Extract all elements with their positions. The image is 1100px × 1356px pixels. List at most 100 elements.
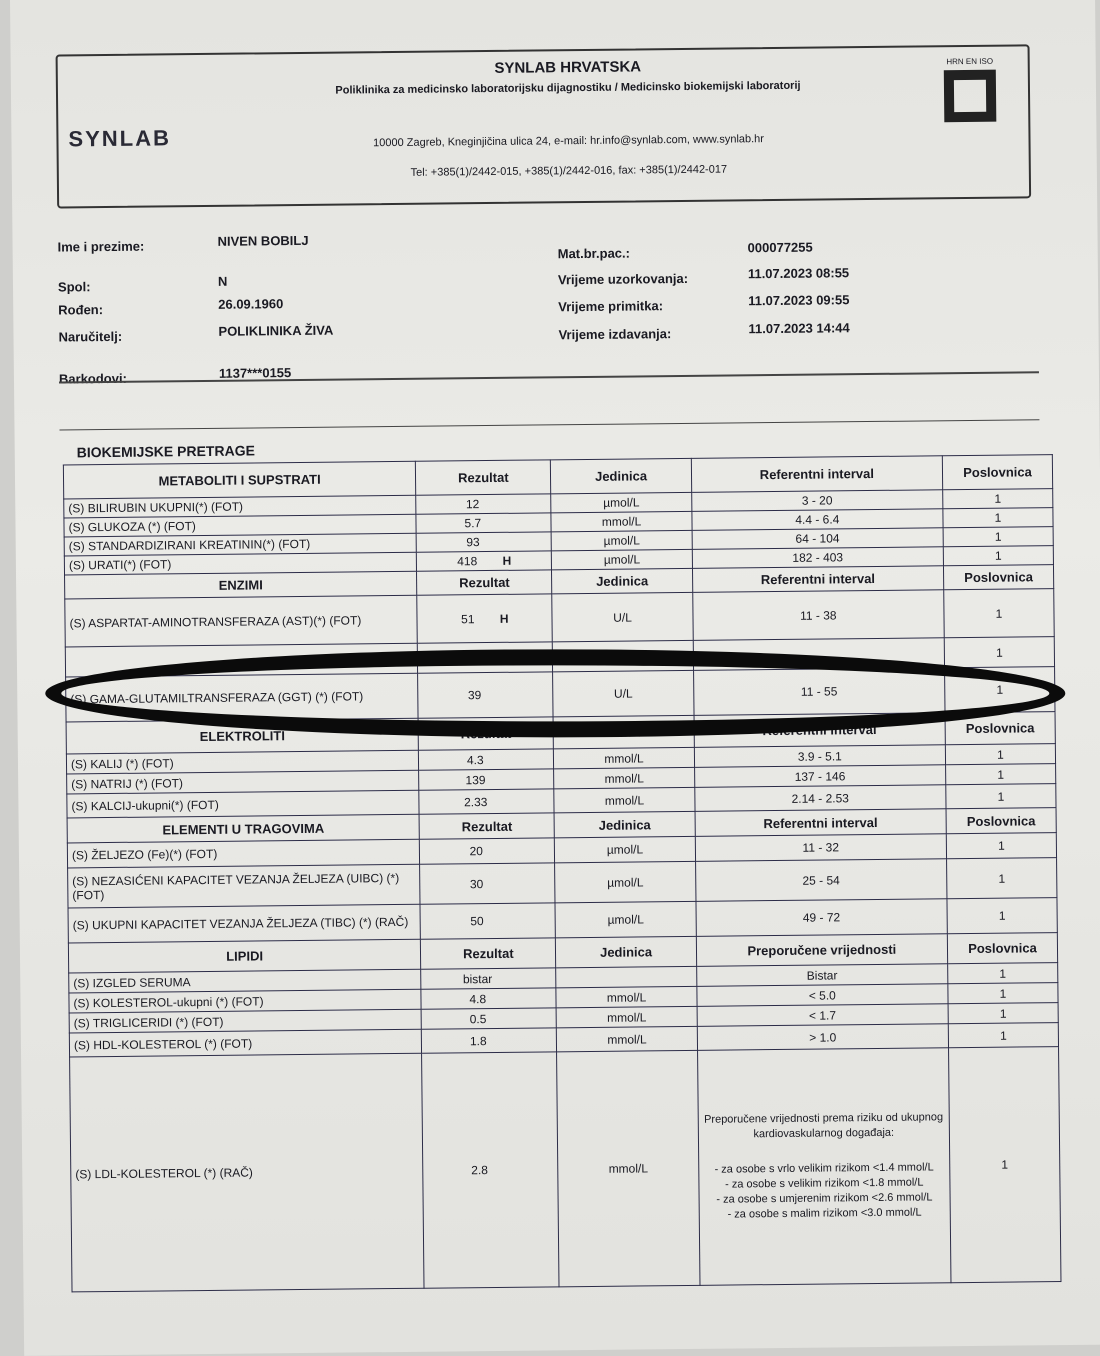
sample-field-label: Mat.br.pac.: — [557, 245, 631, 262]
branch-number: 1 — [948, 1046, 1061, 1283]
result-number: 4.8 — [469, 991, 487, 1006]
results-table: METABOLITI I SUPSTRATI Rezultat Jedinica Re… — [63, 454, 1062, 1292]
result-number: 418 — [457, 554, 478, 569]
patient-field-value: N — [217, 273, 228, 289]
column-header: Poslovnica — [945, 807, 1057, 834]
patient-field-value: NIVEN BOBILJ — [217, 232, 309, 249]
column-header: Jedinica — [551, 568, 693, 594]
column-header: Rezultat — [415, 459, 552, 496]
unit: mmol/L — [553, 747, 695, 769]
result-value: 1.8 — [421, 1027, 557, 1054]
result-value: 12 — [415, 493, 552, 515]
sample-field-value: 000077255 — [747, 239, 813, 256]
section-name: ENZIMI — [64, 571, 417, 599]
accreditation-badge: HRN EN ISO — [930, 57, 1011, 148]
result-value: 0.5 — [421, 1007, 557, 1030]
result-row: (S) LDL-KOLESTEROL (*) (RAČ) 2.8 mmol/L P… — [69, 1046, 1061, 1292]
column-header: Rezultat — [420, 937, 557, 970]
sample-field-value: 11.07.2023 14:44 — [748, 320, 850, 337]
test-name: (S) ŽELJEZO (Fe)(*) (FOT) — [67, 839, 420, 868]
branch-number: 1 — [948, 1022, 1059, 1048]
branch-number: 1 — [945, 783, 1057, 809]
sample-field-label: Vrijeme primitka: — [558, 298, 664, 315]
patient-field-label: Naručitelj: — [58, 328, 123, 345]
column-header: Referentni interval — [691, 455, 943, 493]
test-name: (S) KALCIJ-ukupni(*) (FOT) — [66, 790, 420, 818]
patient-field-label: Barkodovi: — [58, 370, 127, 387]
unit: U/L — [552, 592, 693, 642]
branch-number: 1 — [942, 488, 1053, 509]
unit: mmol/L — [551, 511, 692, 532]
unit: mmol/L — [556, 1006, 697, 1028]
reference-interval: Bistar — [696, 963, 948, 987]
result-value: 93 — [416, 531, 552, 553]
unit: µmol/L — [554, 861, 696, 903]
sample-field-value: 11.07.2023 09:55 — [748, 292, 850, 309]
unit — [556, 966, 697, 988]
lab-subtitle: Poliklinika za medicinsko laboratorijsku… — [335, 79, 801, 97]
result-flag: H — [502, 553, 512, 568]
section-name: METABOLITI I SUPSTRATI — [63, 461, 416, 499]
unit: mmol/L — [554, 767, 695, 789]
branch-number: 1 — [948, 1002, 1059, 1024]
reference-interval: 11 - 32 — [694, 833, 947, 862]
result-value: 2.33 — [419, 788, 555, 815]
column-header: Rezultat — [416, 569, 553, 596]
patient-field-label: Ime i prezime: — [57, 238, 145, 255]
result-number: 93 — [466, 535, 480, 550]
result-number: 20 — [469, 844, 483, 859]
result-number: bistar — [462, 971, 493, 986]
branch-number: 1 — [943, 588, 1055, 638]
section-title: BIOKEMIJSKE PRETRAGE — [76, 442, 255, 461]
accreditation-mark-icon — [943, 69, 997, 123]
unit: µmol/L — [551, 492, 692, 513]
column-header: Rezultat — [419, 812, 555, 840]
section-name: LIPIDI — [68, 939, 421, 973]
result-value: 30 — [419, 862, 556, 905]
result-number: 1.8 — [469, 1033, 487, 1048]
result-number: 0.5 — [469, 1011, 487, 1026]
column-header: Poslovnica — [943, 564, 1054, 590]
result-value: 418 H — [416, 550, 552, 572]
test-name: (S) UKUPNI KAPACITET VEZANJA ŽELJEZA (TI… — [68, 904, 421, 943]
patient-field-value: 26.09.1960 — [218, 296, 284, 312]
column-header: Jedinica — [554, 811, 695, 838]
test-name: (S) NEZASIĆENI KAPACITET VEZANJA ŽELJEZA… — [67, 864, 421, 908]
result-number: 51 — [461, 611, 475, 626]
unit: µmol/L — [555, 901, 697, 938]
hand-drawn-circle-marker — [45, 649, 1066, 738]
result-number: 50 — [470, 914, 484, 929]
result-value: 139 — [418, 768, 555, 791]
reference-interval: 2.14 - 2.53 — [694, 784, 946, 812]
branch-number: 1 — [946, 832, 1057, 859]
result-number: 4.3 — [466, 752, 484, 767]
reference-interval: 64 - 104 — [691, 527, 944, 550]
reference-interval: 25 - 54 — [695, 858, 947, 902]
column-header: Referentni interval — [692, 565, 944, 593]
result-flag: H — [499, 611, 509, 626]
column-header: Preporučene vrijednosti — [696, 933, 948, 967]
result-number: 2.33 — [463, 794, 488, 809]
branch-number: 1 — [947, 962, 1058, 984]
sample-field-value: 11.07.2023 08:55 — [747, 265, 850, 282]
reference-interval: Preporučene vrijednosti prema riziku od … — [697, 1047, 951, 1286]
divider — [59, 419, 1040, 431]
reference-interval: 11 - 38 — [692, 589, 945, 641]
reference-interval: 49 - 72 — [695, 898, 948, 937]
result-number: 5.7 — [464, 516, 482, 531]
lab-title: SYNLAB HRVATSKA — [494, 58, 642, 77]
result-number: 30 — [469, 876, 484, 891]
unit: µmol/L — [551, 530, 692, 551]
recommendation-line: Preporučene vrijednosti prema riziku od … — [703, 1111, 944, 1141]
recommendation-line: - za osobe s malim rizikom <3.0 mmol/L — [727, 1206, 922, 1221]
result-value: bistar — [420, 967, 557, 990]
result-value: 51 H — [416, 593, 553, 644]
reference-interval: 4.4 - 6.4 — [691, 508, 944, 531]
branch-number: 1 — [943, 526, 1054, 547]
reference-interval: < 1.7 — [696, 1003, 949, 1027]
result-number: 2.8 — [471, 1163, 489, 1178]
unit: mmol/L — [556, 986, 697, 1008]
column-header: Referentni interval — [694, 808, 947, 837]
reference-interval: < 5.0 — [696, 983, 949, 1007]
reference-interval: 182 - 403 — [691, 546, 944, 569]
